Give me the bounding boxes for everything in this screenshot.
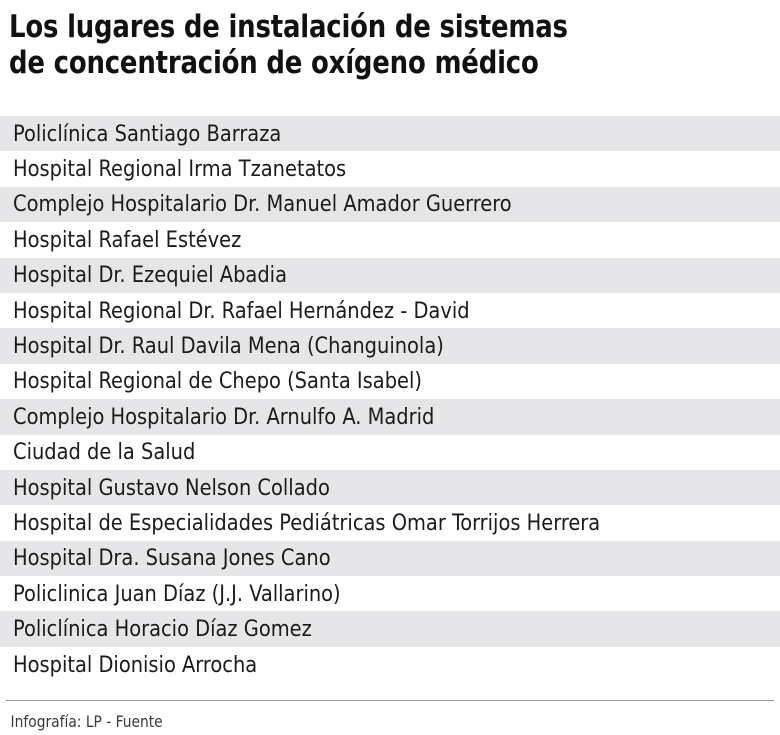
list-item[interactable]: Hospital Regional de Chepo (Santa Isabel… [0,363,780,400]
list-item[interactable]: Policlínica Santiago Barraza [0,116,780,152]
list-item[interactable]: Hospital Dionisio Arrocha [0,646,780,683]
list-item[interactable]: Complejo Hospitalario Dr. Manuel Amador … [0,186,780,223]
list-item[interactable]: Hospital Rafael Estévez [0,222,780,258]
list-item-label: Hospital Dionisio Arrocha [13,651,258,678]
list-item-label: Policlínica Santiago Barraza [13,120,282,147]
list-item-label: Hospital Dra. Susana Jones Cano [13,545,331,572]
list-item[interactable]: Policlínica Horacio Díaz Gomez [0,611,780,647]
list-item[interactable]: Hospital Regional Irma Tzanetatos [0,151,780,187]
list-item-label: Hospital Dr. Raul Davila Mena (Changuino… [13,333,444,360]
list-item[interactable]: Hospital de Especialidades Pediátricas O… [0,505,780,541]
list-item[interactable]: Hospital Dr. Raul Davila Mena (Changuino… [0,328,780,364]
list-item-label: Hospital Regional Irma Tzanetatos [13,156,347,183]
facility-list: Policlínica Santiago Barraza Hospital Reg… [0,116,780,683]
list-item[interactable]: Complejo Hospitalario Dr. Arnulfo A. Mad… [0,399,780,435]
list-item-label: Hospital Regional de Chepo (Santa Isabel… [13,368,422,395]
list-item-label: Hospital de Especialidades Pediátricas O… [13,509,601,536]
page-title-line-2: de concentración de oxígeno médico [9,45,539,81]
list-item[interactable]: Hospital Regional Dr. Rafael Hernández -… [0,292,780,329]
list-item[interactable]: Hospital Dra. Susana Jones Cano [0,540,780,577]
footer-divider [6,700,774,701]
list-item-label: Hospital Regional Dr. Rafael Hernández -… [13,297,470,324]
list-item-label: Complejo Hospitalario Dr. Arnulfo A. Mad… [13,403,435,430]
list-item-label: Policlinica Juan Díaz (J.J. Vallarino) [13,580,341,607]
page-title-line-1: Los lugares de instalación de sistemas [9,9,568,45]
list-item[interactable]: Hospital Dr. Ezequiel Abadia [0,257,780,293]
list-item-label: Hospital Rafael Estévez [13,226,242,253]
list-item-label: Hospital Dr. Ezequiel Abadia [13,262,287,289]
list-item-label: Hospital Gustavo Nelson Collado [13,474,330,501]
list-item[interactable]: Policlinica Juan Díaz (J.J. Vallarino) [0,576,780,612]
list-item-label: Complejo Hospitalario Dr. Manuel Amador … [13,191,512,218]
list-item[interactable]: Ciudad de la Salud [0,434,780,470]
list-item[interactable]: Hospital Gustavo Nelson Collado [0,469,780,506]
footer: Infografía: LP - Fuente [0,700,780,732]
list-item-label: Ciudad de la Salud [13,439,196,466]
list-item-label: Policlínica Horacio Díaz Gomez [13,616,312,643]
footer-credit: Infografía: LP - Fuente [10,712,163,731]
page-title: Los lugares de instalación de sistemas d… [0,0,780,81]
